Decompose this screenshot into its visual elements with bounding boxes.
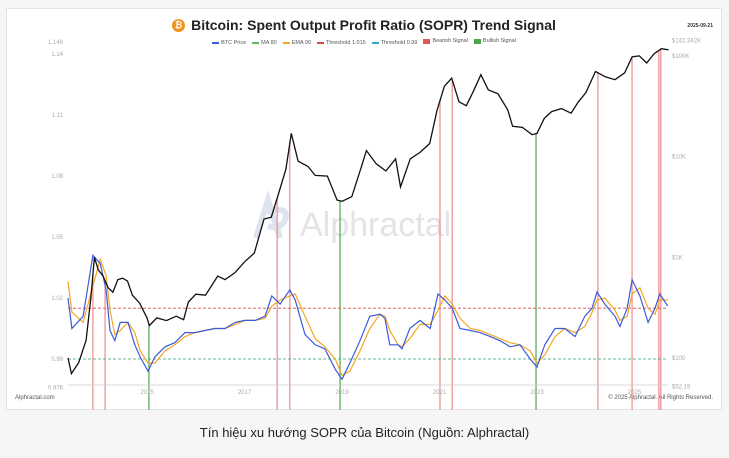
ma80-line	[67, 253, 669, 381]
left-axis-tick: 1.02	[51, 296, 63, 302]
legend-marker	[423, 38, 431, 44]
legend-label: Threshold 0.99	[380, 39, 418, 46]
figure-caption: Tín hiệu xu hướng SOPR của Bitcoin (Nguồ…	[199, 425, 530, 440]
btc-price-line	[67, 48, 669, 376]
legend-marker	[212, 41, 220, 44]
x-axis-tick: 2019	[335, 390, 349, 396]
right-axis-tick: $10K	[672, 155, 686, 161]
watermark: Alphractal	[300, 206, 451, 244]
chart-title: ₿ Bitcoin: Spent Output Profit Ratio (SO…	[172, 17, 556, 33]
right-axis-tick: $1K	[672, 255, 683, 261]
chart-legend: BTC Price MA 80 EMA 90 Threshold 1.015 Thres…	[7, 38, 721, 46]
left-axis-tick: 1.11	[52, 113, 64, 119]
x-axis-tick: 2017	[238, 390, 252, 396]
legend-marker	[282, 41, 290, 44]
legend-label: Bearish Signal	[432, 38, 468, 44]
legend-marker	[316, 41, 324, 44]
legend-item[interactable]: Threshold 1.015	[316, 39, 366, 46]
legend-label: MA 80	[261, 39, 277, 46]
right-axis-tick: $142.342K	[672, 38, 701, 44]
chart-date: 2025-09-21	[687, 23, 713, 29]
legend-item[interactable]: Bearish Signal	[423, 38, 468, 44]
legend-label: EMA 90	[291, 39, 311, 46]
right-axis-tick: $100K	[672, 54, 689, 60]
left-axis-tick: 1.14	[51, 52, 63, 58]
x-axis-tick: 2021	[433, 390, 447, 396]
legend-label: Bullish Signal	[482, 38, 516, 44]
left-axis-tick: 0.976	[48, 385, 64, 391]
bitcoin-icon: ₿	[172, 18, 186, 32]
legend-marker	[473, 38, 481, 44]
legend-marker	[371, 41, 379, 44]
left-axis-tick: 1.05	[51, 235, 63, 241]
legend-item[interactable]: BTC Price	[212, 40, 246, 46]
x-axis-tick: 2015	[140, 390, 154, 396]
left-axis-tick: 1.08	[51, 174, 63, 180]
ema90-line	[67, 257, 668, 377]
right-axis-tick: $52.19	[672, 384, 691, 390]
legend-item[interactable]: Bullish Signal	[473, 38, 516, 44]
footer-source: Alphractal.com	[15, 395, 55, 401]
x-axis-tick: 2025	[628, 390, 642, 396]
legend-item[interactable]: MA 80	[252, 40, 277, 46]
legend-item[interactable]: Threshold 0.99	[371, 39, 418, 46]
watermark-logo	[253, 190, 289, 239]
right-axis-tick: $100	[672, 356, 686, 362]
left-axis-tick: 0.99	[51, 357, 63, 363]
left-axis-tick: 1.146	[48, 40, 64, 46]
legend-marker	[252, 41, 260, 44]
legend-item[interactable]: EMA 90	[282, 39, 311, 46]
legend-label: Threshold 1.015	[325, 39, 366, 46]
chart-title-text: Bitcoin: Spent Output Profit Ratio (SOPR…	[191, 17, 556, 33]
legend-label: BTC Price	[221, 39, 247, 46]
x-axis-tick: 2023	[530, 390, 544, 396]
